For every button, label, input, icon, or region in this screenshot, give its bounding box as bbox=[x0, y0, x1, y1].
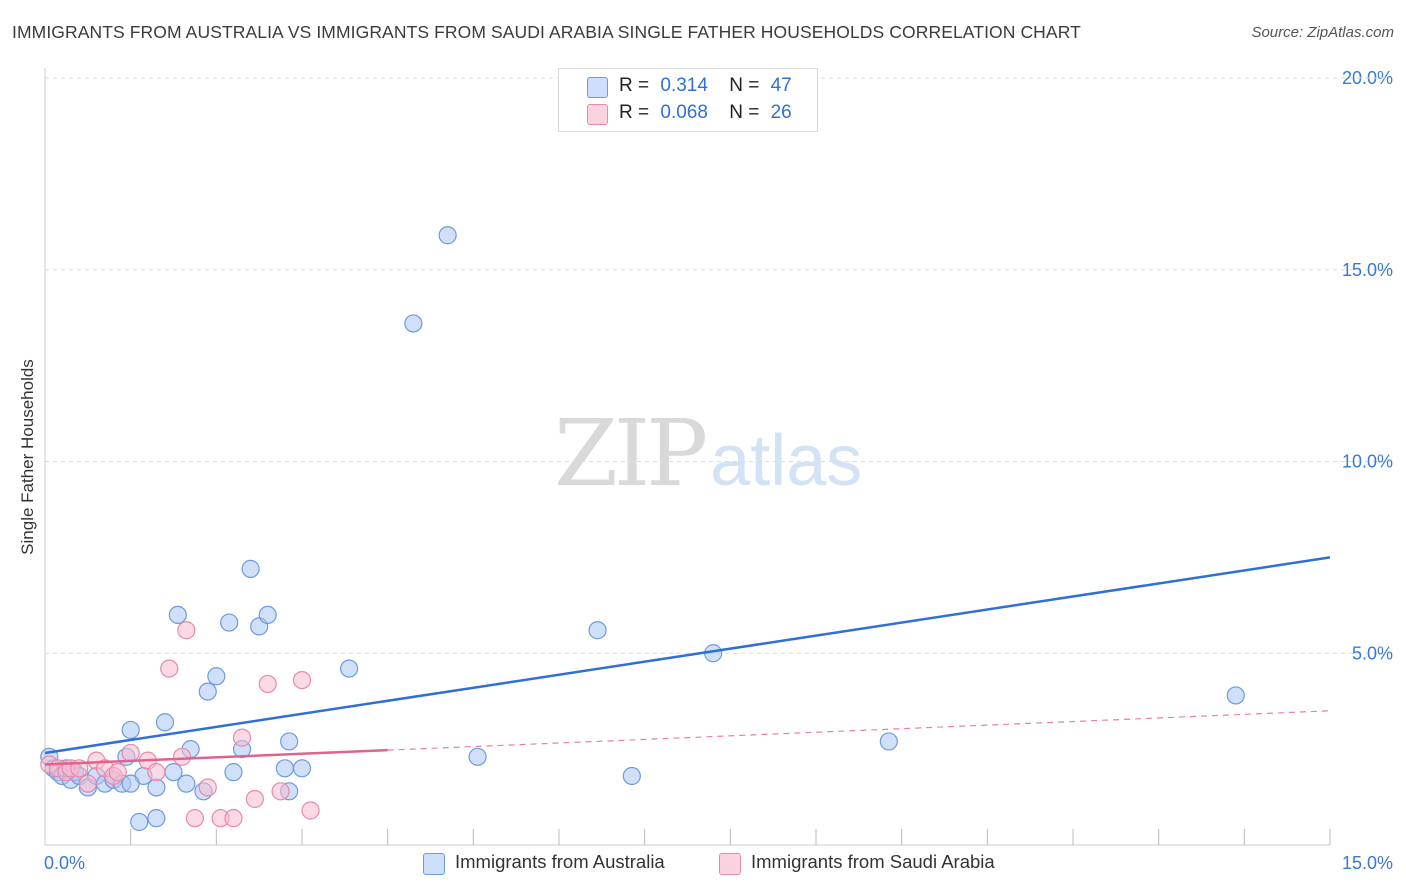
saudi-point bbox=[301, 801, 320, 820]
y-tick-label: 15.0% bbox=[1342, 260, 1393, 280]
australia-point bbox=[147, 809, 166, 828]
y-tick-label: 10.0% bbox=[1342, 452, 1393, 472]
y-axis-title: Single Father Households bbox=[18, 359, 37, 555]
australia-point bbox=[292, 759, 312, 778]
x-tick-label-max: 15.0% bbox=[1342, 853, 1393, 873]
australia-point bbox=[121, 720, 140, 740]
australia-point bbox=[147, 778, 166, 797]
x-tick-label-min: 0.0% bbox=[44, 853, 85, 873]
australia-point bbox=[404, 314, 423, 333]
australia-point bbox=[438, 226, 457, 245]
australia-point bbox=[1226, 686, 1245, 705]
saudi-point bbox=[271, 782, 290, 801]
saudi-point bbox=[172, 747, 192, 766]
saudi-point bbox=[198, 778, 217, 797]
australia-point bbox=[879, 732, 898, 751]
australia-point bbox=[155, 713, 175, 732]
saudi-point bbox=[185, 809, 205, 828]
saudi-point bbox=[245, 789, 264, 809]
legend-n-value-australia: 47 bbox=[770, 75, 792, 96]
legend-n-label: N = bbox=[729, 102, 760, 123]
bottom-legend-label-saudi: Immigrants from Saudi Arabia bbox=[751, 851, 995, 872]
saudi-trend-line-extension bbox=[387, 710, 1331, 751]
australia-point bbox=[588, 621, 607, 640]
saudi-point bbox=[78, 774, 97, 793]
australia-point bbox=[468, 747, 487, 766]
australia-point bbox=[622, 766, 641, 786]
saudi-point bbox=[121, 743, 140, 763]
australia-point bbox=[275, 759, 294, 778]
australia-point bbox=[130, 812, 149, 832]
legend-n-label: N = bbox=[729, 75, 760, 96]
saudi-point bbox=[108, 763, 127, 782]
legend-r-label: R = bbox=[619, 102, 650, 123]
australia-point bbox=[177, 774, 196, 793]
legend-r-value-australia: 0.314 bbox=[660, 75, 708, 96]
legend-swatch-saudi bbox=[587, 104, 608, 125]
australia-point bbox=[121, 774, 140, 793]
australia-point bbox=[224, 763, 243, 782]
australia-trend-line bbox=[44, 556, 1331, 755]
legend-r-value-saudi: 0.068 bbox=[660, 102, 708, 123]
australia-point bbox=[220, 613, 239, 632]
legend-swatch-australia bbox=[587, 77, 608, 98]
y-tick-label: 5.0% bbox=[1352, 643, 1393, 663]
legend-n-value-saudi: 26 bbox=[770, 102, 792, 123]
legend-r-label: R = bbox=[619, 75, 650, 96]
saudi-point bbox=[232, 728, 252, 747]
australia-point bbox=[280, 732, 299, 751]
saudi-point bbox=[177, 621, 196, 640]
saudi-trend-line bbox=[44, 748, 388, 766]
bottom-legend-label-australia: Immigrants from Australia bbox=[455, 851, 665, 872]
chart-title: IMMIGRANTS FROM AUSTRALIA VS IMMIGRANTS … bbox=[12, 22, 1081, 42]
stats-legend: R = 0.314 N = 47 R = 0.068 N = 26 bbox=[558, 68, 818, 132]
australia-point bbox=[241, 559, 260, 578]
source-label: Source: ZipAtlas.com bbox=[1251, 24, 1394, 41]
saudi-point bbox=[147, 763, 166, 782]
saudi-point bbox=[160, 659, 179, 678]
saudi-point bbox=[258, 674, 277, 694]
saudi-point bbox=[224, 809, 243, 828]
saudi-point bbox=[292, 670, 312, 690]
australia-point bbox=[340, 659, 359, 678]
australia-point bbox=[258, 605, 277, 625]
bottom-legend-swatch-saudi bbox=[719, 853, 741, 875]
australia-point bbox=[198, 682, 217, 701]
australia-point bbox=[207, 667, 226, 686]
bottom-legend-swatch-australia bbox=[423, 853, 445, 875]
australia-point bbox=[168, 605, 187, 625]
